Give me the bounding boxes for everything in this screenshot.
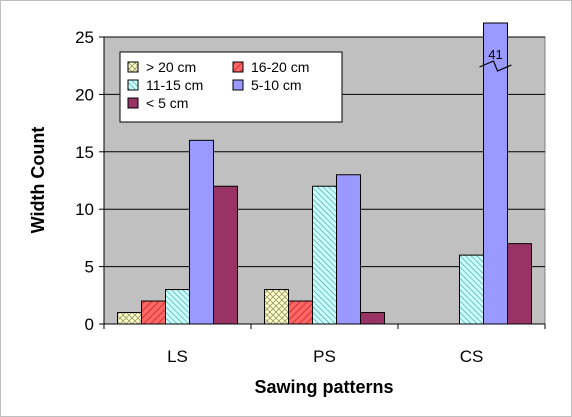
bar-ls-1 <box>117 312 142 325</box>
legend: > 20 cm 16-20 cm 11-15 cm 5-10 cm < 5 cm <box>119 51 343 123</box>
y-tick-label: 20 <box>75 85 94 104</box>
x-tick-label: PS <box>313 347 336 366</box>
bar-ps-1 <box>264 289 289 325</box>
axis-break-label: 41 <box>488 47 502 62</box>
x-axis-title: Sawing patterns <box>254 377 393 397</box>
legend-label: > 20 cm <box>146 59 196 75</box>
bar-ls-2 <box>141 300 166 325</box>
y-tick-label: 10 <box>75 200 94 219</box>
legend-label: 5-10 cm <box>251 77 302 93</box>
legend-label: < 5 cm <box>146 95 188 111</box>
y-axis-title: Width Count <box>28 127 48 234</box>
bar-ps-2 <box>288 300 313 325</box>
x-ticks: LS PS CS <box>103 324 546 366</box>
legend-swatch <box>127 97 139 109</box>
y-tick-label: 25 <box>75 28 94 47</box>
x-tick-label: CS <box>460 347 484 366</box>
legend-swatch <box>232 61 244 73</box>
bar-cs-3 <box>459 254 484 325</box>
axis-break-annotation: 41 <box>479 47 512 72</box>
bar-ps-5 <box>360 312 385 325</box>
y-ticks: 0 5 10 15 20 25 <box>75 28 104 334</box>
bar-ps-3 <box>312 185 337 325</box>
bar-ls-5 <box>213 185 238 325</box>
legend-swatch <box>232 79 244 91</box>
bar-ps-4 <box>336 174 361 325</box>
bar-ls-4 <box>189 139 214 325</box>
bars <box>117 22 532 325</box>
x-tick-label: LS <box>167 347 188 366</box>
y-tick-label: 15 <box>75 143 94 162</box>
legend-swatch <box>127 61 139 73</box>
legend-label: 11-15 cm <box>146 77 203 93</box>
bar-ls-3 <box>165 289 190 325</box>
legend-label: 16-20 cm <box>251 59 309 75</box>
y-tick-label: 0 <box>85 315 94 334</box>
legend-box <box>119 51 343 123</box>
legend-swatch <box>127 79 139 91</box>
y-tick-label: 5 <box>85 258 94 277</box>
bar-cs-5 <box>507 243 532 325</box>
axis-break-mark <box>479 60 512 72</box>
